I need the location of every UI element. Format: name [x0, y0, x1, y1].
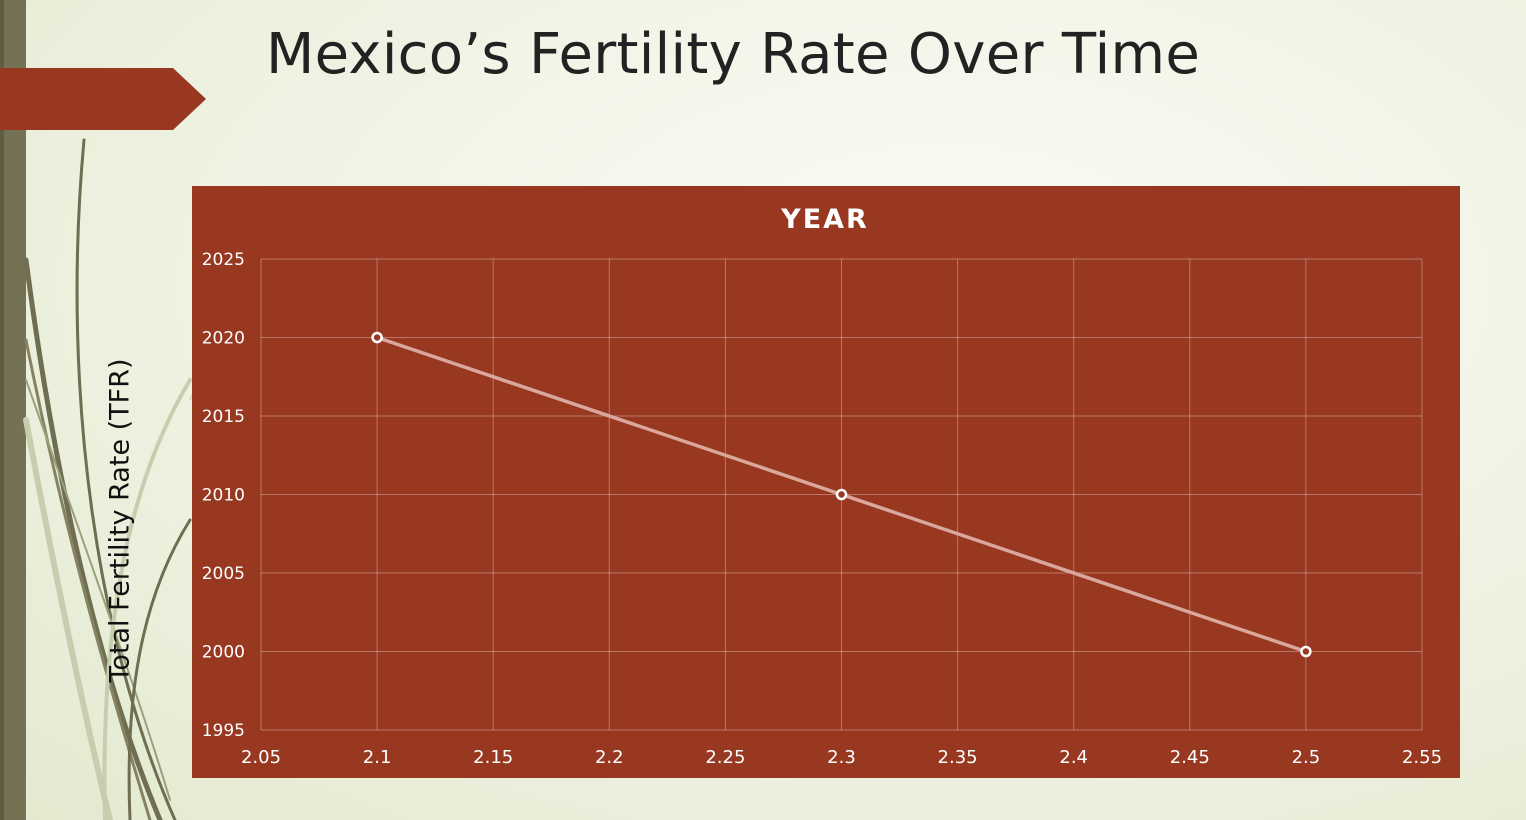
- x-tick-label: 2.5: [1292, 747, 1321, 768]
- left-bar-edge: [0, 0, 4, 820]
- x-tick-label: 2.45: [1170, 747, 1210, 768]
- y-tick-label: 2015: [202, 407, 245, 427]
- y-tick-label: 2000: [202, 643, 245, 663]
- y-tick-label: 2025: [202, 250, 245, 270]
- x-tick-label: 2.3: [827, 747, 856, 768]
- x-tick-label: 2.05: [241, 747, 281, 768]
- y-tick-label: 2010: [202, 486, 245, 506]
- data-point: [1300, 645, 1312, 658]
- x-tick-label: 2.35: [938, 747, 978, 768]
- x-tick-label: 2.55: [1402, 747, 1442, 768]
- x-tick-label: 2.15: [473, 747, 513, 768]
- chart-title: YEAR: [780, 204, 869, 235]
- data-point: [835, 488, 848, 501]
- chart-plot: YEAR 2.05 2.1 2.15 2.2 2.25 2.3 2.35 2.4 2.45 2.5…: [202, 204, 1442, 768]
- tick-labels: 2.05 2.1 2.15 2.2 2.25 2.3 2.35 2.4 2.45 2.5 2.55 1…: [202, 250, 1442, 768]
- y-tick-label: 2020: [202, 329, 245, 349]
- decorative-swooshes: [23, 138, 320, 820]
- y-tick-label: 1995: [202, 721, 245, 741]
- x-tick-label: 2.4: [1059, 747, 1088, 768]
- left-decorative-bar: [0, 0, 26, 820]
- y-tick-label: 2005: [202, 564, 245, 584]
- slide-title: Mexico’s Fertility Rate Over Time: [266, 22, 1201, 87]
- data-series: [371, 331, 1312, 658]
- data-point: [371, 331, 383, 344]
- x-tick-label: 2.25: [705, 747, 745, 768]
- x-tick-label: 2.2: [595, 747, 624, 768]
- gridlines: [260, 258, 1423, 731]
- x-tick-label: 2.1: [363, 747, 392, 768]
- title-accent-arrow: [0, 68, 208, 130]
- chart-panel: YEAR 2.05 2.1 2.15 2.2 2.25 2.3 2.35 2.4 2.45 2.5…: [192, 186, 1460, 778]
- y-axis-title: Total Fertility Rate (TFR): [104, 358, 136, 683]
